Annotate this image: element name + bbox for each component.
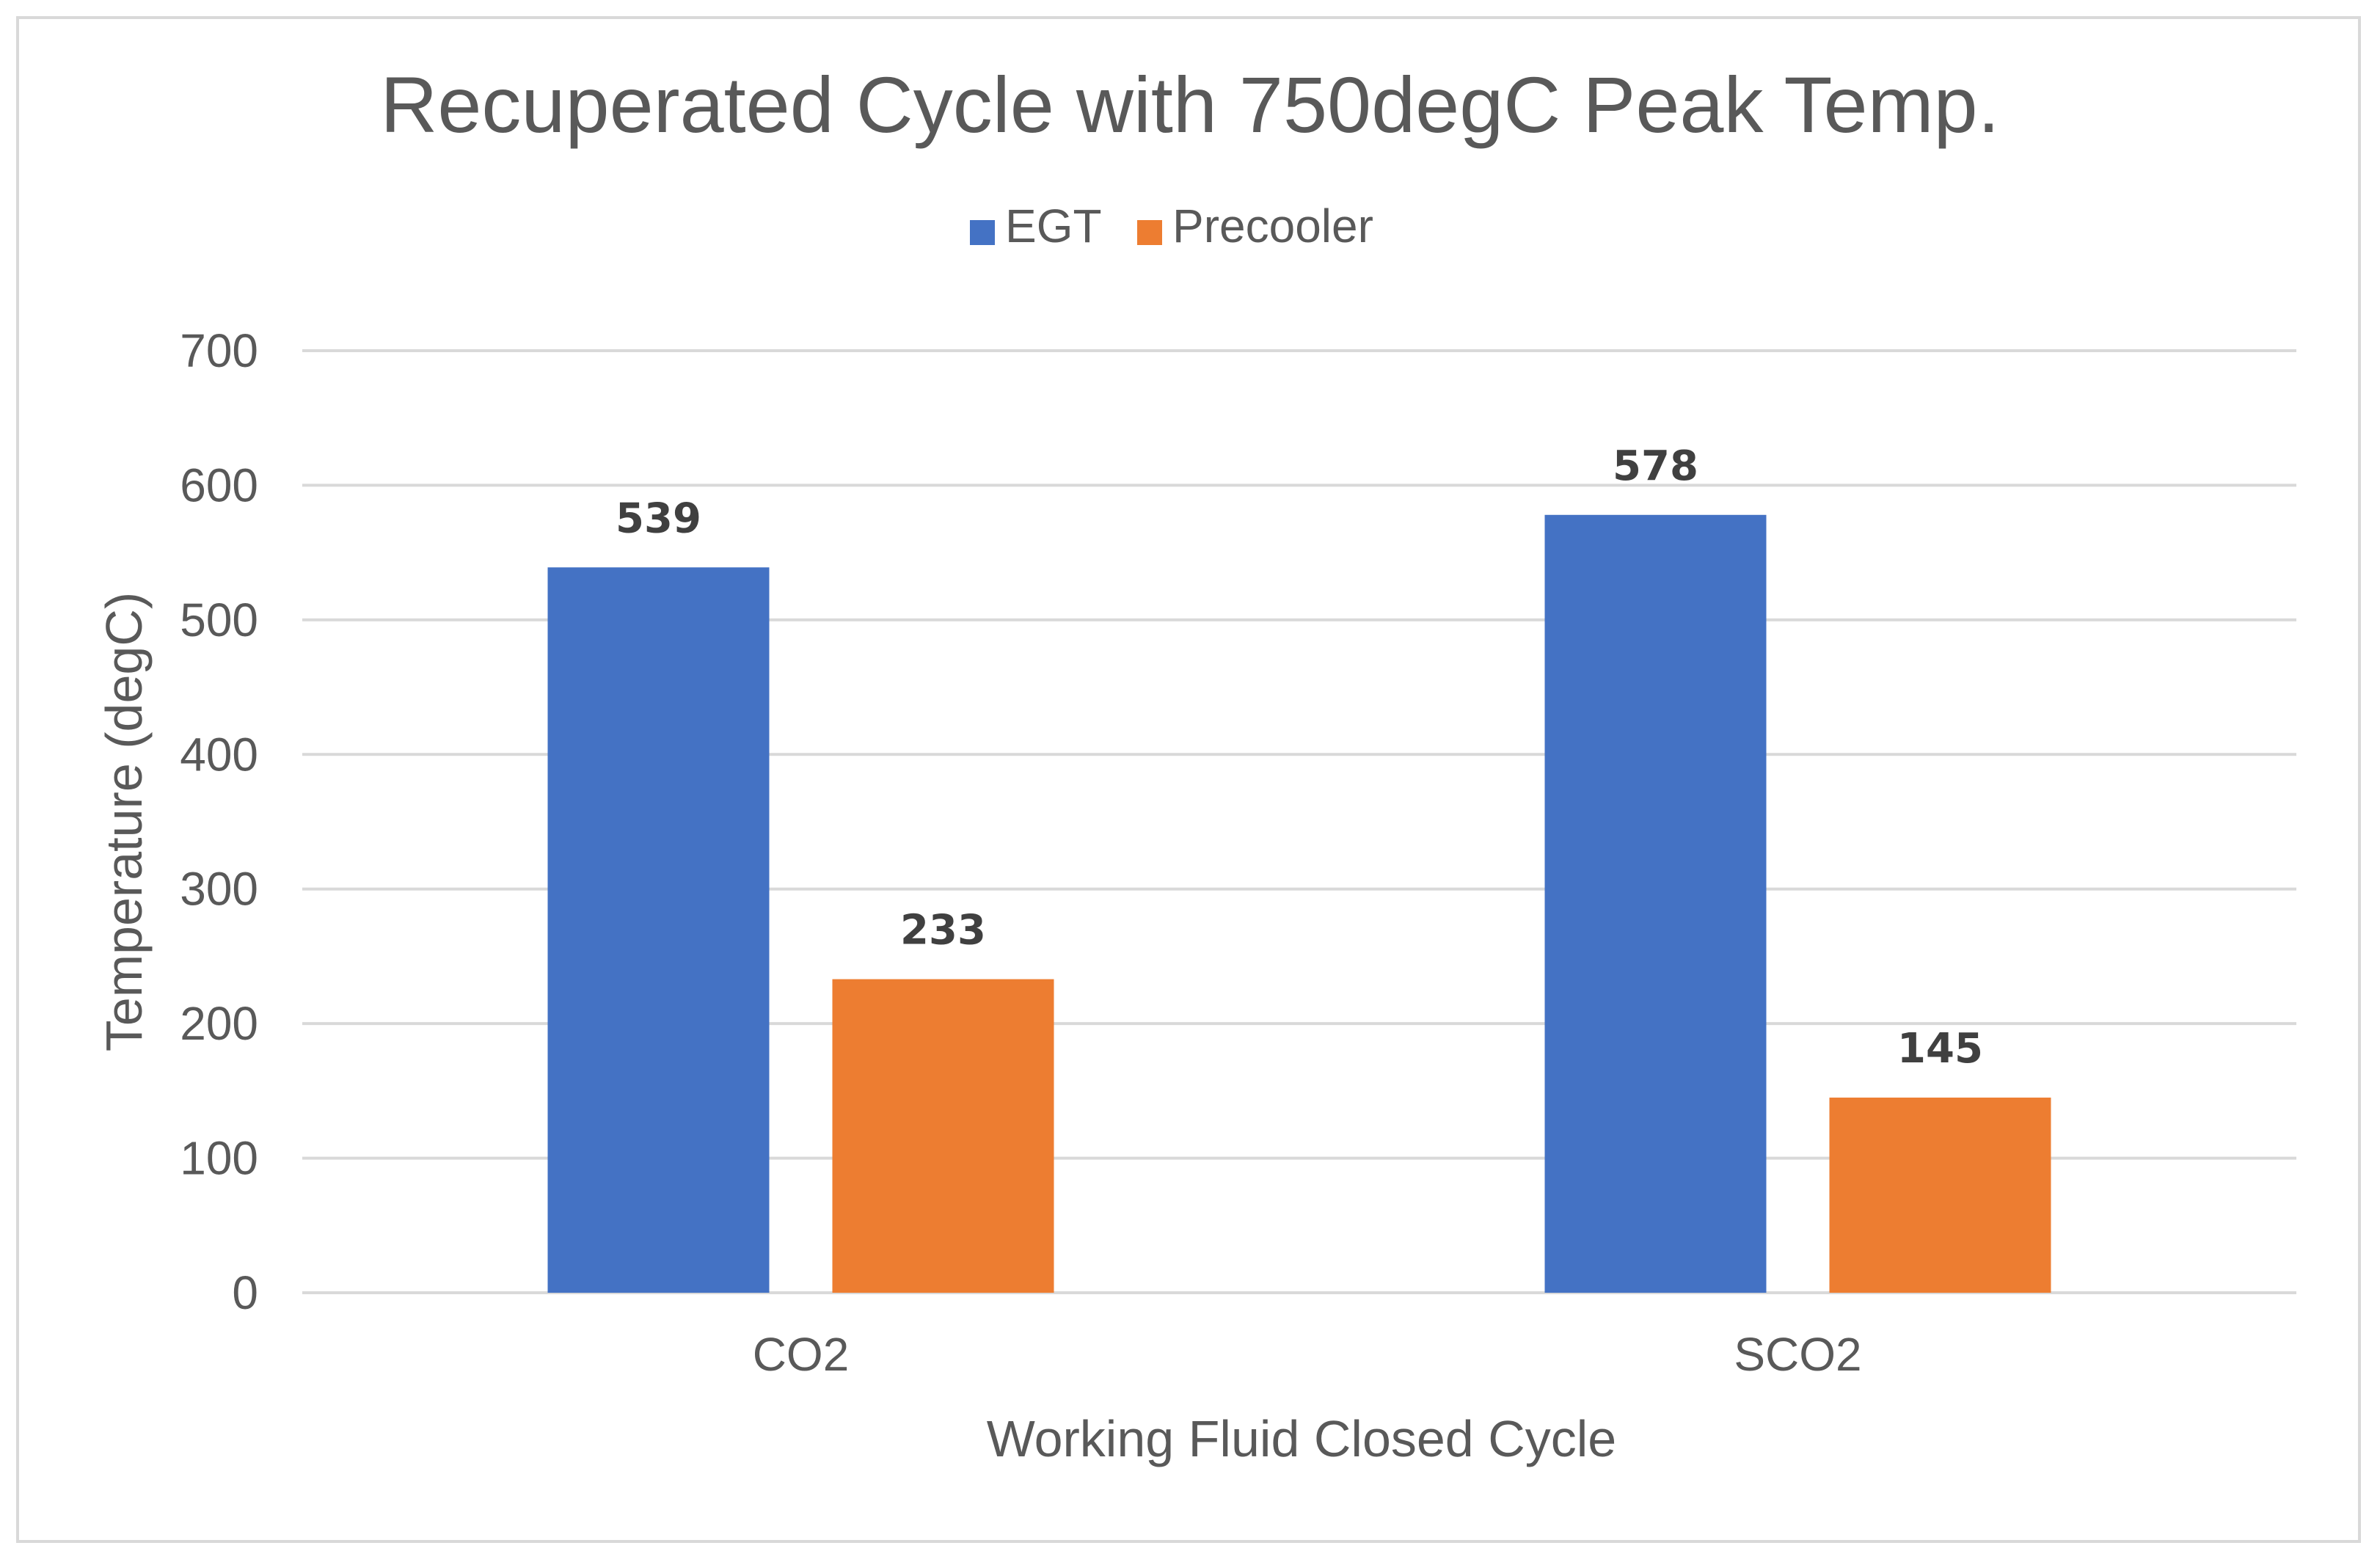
y-tick-label: 300	[180, 863, 258, 916]
data-label: 539	[616, 494, 701, 542]
data-labels: 539 233 578 145	[616, 442, 1983, 1073]
legend-item-egt: EGT	[970, 200, 1102, 252]
legend-swatch	[970, 220, 995, 245]
x-tick-label: SCO2	[1734, 1328, 1861, 1381]
bar-precooler-sco2	[1829, 1098, 2051, 1293]
legend: EGT Precooler	[970, 200, 1373, 252]
bar-egt-sco2	[1544, 514, 1767, 1293]
y-tick-label: 200	[180, 997, 258, 1050]
bars	[547, 514, 2051, 1293]
bar-egt-co2	[547, 567, 770, 1293]
y-tick-label: 500	[180, 594, 258, 646]
chart-title: Recuperated Cycle with 750degC Peak Temp…	[380, 60, 1999, 149]
data-label: 233	[900, 907, 986, 955]
bar-precooler-co2	[832, 979, 1054, 1293]
data-label: 145	[1897, 1025, 1983, 1073]
y-tick-label: 400	[180, 728, 258, 781]
legend-swatch	[1137, 220, 1162, 245]
legend-item-precooler: Precooler	[1137, 200, 1373, 252]
x-axis-title: Working Fluid Closed Cycle	[987, 1410, 1616, 1467]
y-axis-title: Temperature (degC)	[95, 592, 153, 1051]
y-axis-ticks: 0 100 200 300 400 500 600 700	[180, 324, 258, 1319]
legend-label: EGT	[1005, 200, 1102, 252]
y-tick-label: 0	[232, 1266, 258, 1319]
y-tick-label: 100	[180, 1132, 258, 1185]
x-axis-ticks: CO2 SCO2	[753, 1328, 1862, 1381]
legend-label: Precooler	[1172, 200, 1373, 252]
y-tick-label: 700	[180, 324, 258, 377]
y-tick-label: 600	[180, 459, 258, 511]
x-tick-label: CO2	[753, 1328, 850, 1381]
data-label: 578	[1613, 442, 1698, 490]
